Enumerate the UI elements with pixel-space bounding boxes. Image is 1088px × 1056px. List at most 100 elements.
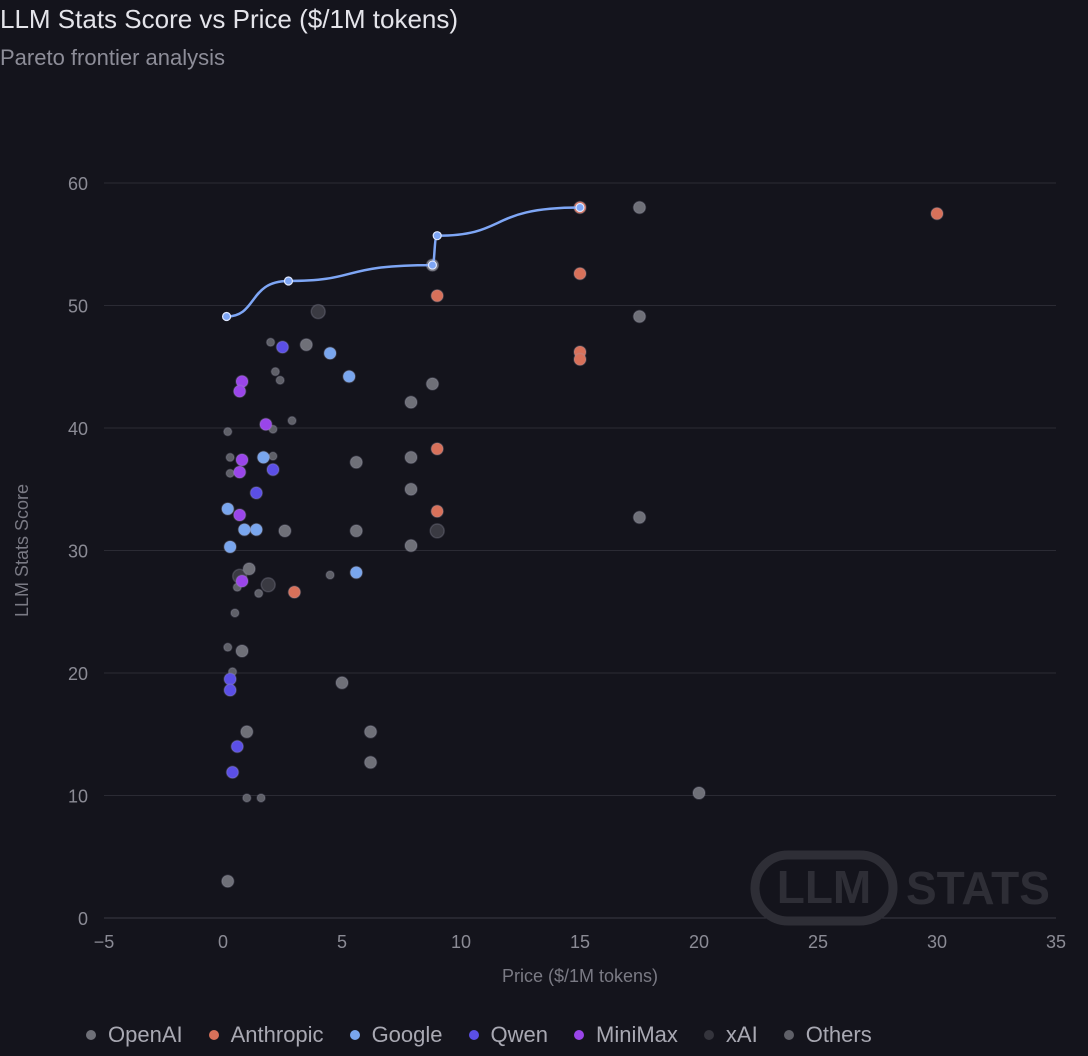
legend-marker <box>703 1030 714 1040</box>
legend-item-google[interactable]: Google <box>349 1022 443 1048</box>
y-tick-label: 20 <box>68 664 88 684</box>
legend-marker <box>349 1030 360 1040</box>
legend-item-openai[interactable]: OpenAI <box>86 1022 183 1048</box>
data-point-qwen <box>223 672 237 686</box>
legend-marker <box>468 1030 479 1040</box>
data-point-qwen <box>266 462 280 477</box>
legend-label: MiniMax <box>596 1022 678 1047</box>
watermark-text: LLM <box>777 861 872 913</box>
data-point-minimax <box>259 417 273 432</box>
pareto-frontier-line <box>226 206 581 318</box>
data-point-minimax <box>235 453 249 467</box>
legend-item-xai[interactable]: xAI <box>703 1022 758 1048</box>
data-point-openai <box>349 524 364 538</box>
frontier-point <box>432 231 442 241</box>
data-point-others <box>253 588 264 599</box>
x-tick-label: 10 <box>451 932 471 952</box>
chart-title: LLM Stats Score vs Price ($/1M tokens) <box>0 4 459 34</box>
data-point-minimax <box>232 508 247 522</box>
data-point-openai <box>363 755 378 770</box>
data-point-openai <box>692 786 706 800</box>
legend-marker <box>574 1030 584 1040</box>
data-point-openai <box>404 450 418 465</box>
legend-label: Google <box>371 1022 443 1047</box>
data-point-openai <box>299 337 314 352</box>
data-point-openai <box>632 510 647 525</box>
y-tick-label: 0 <box>78 909 88 929</box>
data-point-anthropic <box>573 352 587 367</box>
frontier-point <box>427 260 438 270</box>
frontier-point <box>575 202 585 213</box>
data-point-anthropic <box>430 504 444 519</box>
data-point-others <box>242 793 252 803</box>
legend-item-minimax[interactable]: MiniMax <box>574 1022 678 1048</box>
legend-item-qwen[interactable]: Qwen <box>468 1022 548 1048</box>
frontier-point <box>221 311 232 322</box>
x-tick-label: 35 <box>1046 932 1066 952</box>
x-tick-label: 20 <box>689 932 709 952</box>
legend-label: Qwen <box>490 1022 548 1047</box>
data-point-google <box>256 450 271 465</box>
data-point-openai <box>632 200 647 215</box>
watermark-text: STATS <box>906 862 1050 914</box>
data-point-openai <box>404 538 418 553</box>
data-point-anthropic <box>430 288 444 303</box>
legend-label: OpenAI <box>108 1022 183 1047</box>
data-point-qwen <box>230 739 245 754</box>
data-point-google <box>349 565 364 580</box>
data-point-xai <box>260 577 276 593</box>
y-tick-label: 30 <box>68 542 88 562</box>
y-tick-label: 40 <box>68 419 88 439</box>
data-point-openai <box>349 455 364 470</box>
data-point-others <box>325 570 335 580</box>
data-point-qwen <box>225 765 240 779</box>
data-point-others <box>230 608 240 618</box>
data-point-others <box>223 642 233 653</box>
data-point-openai <box>404 395 418 410</box>
y-tick-label: 60 <box>68 174 88 194</box>
data-point-google <box>249 522 264 537</box>
y-tick-label: 50 <box>68 297 88 317</box>
data-point-others <box>287 415 297 426</box>
data-point-xai <box>429 523 445 539</box>
data-point-others <box>223 426 233 437</box>
data-point-others <box>275 375 285 385</box>
data-point-openai <box>242 562 256 576</box>
data-point-minimax <box>232 465 247 479</box>
x-tick-label: −5 <box>94 932 115 952</box>
data-point-anthropic <box>930 206 944 221</box>
data-point-others <box>225 468 235 479</box>
x-tick-label: 30 <box>927 932 947 952</box>
data-point-openai <box>425 377 440 391</box>
data-point-qwen <box>223 683 237 697</box>
x-tick-label: 15 <box>570 932 590 952</box>
data-point-minimax <box>232 384 247 398</box>
data-point-openai <box>632 309 647 324</box>
data-point-openai <box>278 524 292 538</box>
legend-label: Anthropic <box>230 1022 324 1047</box>
frontier-point <box>283 276 294 286</box>
data-point-openai <box>235 644 249 658</box>
data-point-anthropic <box>430 442 444 456</box>
legend-item-anthropic[interactable]: Anthropic <box>208 1022 324 1048</box>
data-point-google <box>221 502 235 516</box>
legend-item-others[interactable]: Others <box>783 1022 872 1048</box>
data-point-openai <box>404 482 418 496</box>
watermark-logo: LLM STATS <box>750 850 1050 926</box>
legend-marker <box>86 1030 96 1040</box>
data-point-anthropic <box>287 585 302 599</box>
legend-label: xAI <box>725 1022 758 1047</box>
legend-marker <box>208 1030 219 1040</box>
data-point-openai <box>240 725 254 739</box>
data-point-google <box>223 540 237 554</box>
data-point-others <box>256 793 266 803</box>
data-point-qwen <box>249 486 264 500</box>
x-tick-label: 25 <box>808 932 828 952</box>
legend-label: Others <box>805 1022 872 1047</box>
data-point-openai <box>363 725 378 739</box>
data-point-minimax <box>235 574 249 588</box>
data-point-anthropic <box>573 266 587 281</box>
data-point-qwen <box>275 340 290 354</box>
data-point-google <box>237 522 252 537</box>
data-point-openai <box>221 874 235 888</box>
